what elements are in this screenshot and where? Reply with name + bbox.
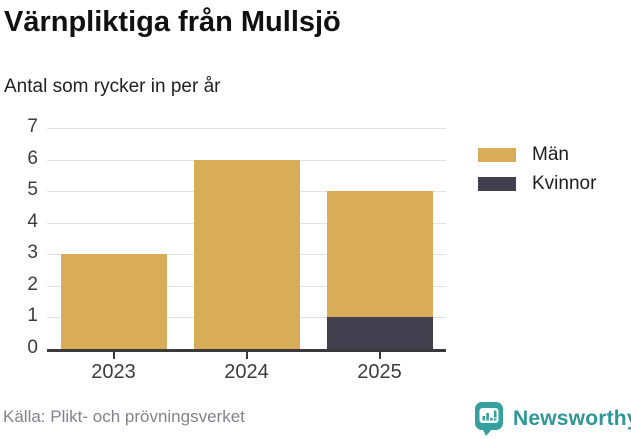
legend: Män Kvinnor — [478, 144, 596, 202]
x-tick-label-2024: 2024 — [224, 361, 269, 383]
bar-2025-Män — [326, 191, 433, 318]
y-tick-label-4: 4 — [27, 210, 38, 232]
y-tick-label-0: 0 — [27, 337, 38, 358]
x-tick-2024 — [245, 352, 248, 359]
x-tick-label-2025: 2025 — [357, 361, 402, 383]
x-axis: 2023 2024 2025 — [47, 352, 446, 386]
legend-label-women: Kvinnor — [532, 173, 597, 194]
y-tick-label-1: 1 — [27, 305, 38, 327]
page-title: Värnpliktiga från Mullsjö — [4, 6, 341, 38]
y-tick-label-7: 7 — [27, 116, 38, 137]
y-axis-labels: 0 1 2 3 4 5 6 7 — [0, 117, 38, 358]
x-tick-2025 — [378, 352, 381, 359]
brand-name: Newsworthy — [513, 407, 631, 430]
y-tick-label-2: 2 — [27, 273, 38, 295]
y-tick-label-6: 6 — [27, 147, 38, 169]
x-tick-label-2023: 2023 — [91, 361, 136, 383]
legend-item-men: Män — [478, 144, 596, 166]
legend-swatch-men — [478, 148, 516, 162]
bar-chart-speech-bubble-icon — [475, 402, 503, 436]
x-tick-2023 — [112, 352, 115, 359]
legend-label-men: Män — [532, 144, 569, 165]
bar-2024-Män — [193, 159, 300, 349]
legend-item-women: Kvinnor — [478, 173, 596, 195]
source-attribution: Källa: Plikt- och prövningsverket — [3, 407, 245, 426]
y-tick-label-3: 3 — [27, 242, 38, 264]
bar-2025-Kvinnor — [326, 317, 433, 349]
bar-2023-Män — [60, 254, 167, 349]
legend-swatch-women — [478, 177, 516, 191]
plot-area — [47, 128, 446, 352]
gridline-y7 — [47, 128, 446, 129]
y-tick-label-5: 5 — [27, 179, 38, 201]
newsworthy-logo[interactable]: Newsworthy — [474, 401, 631, 437]
chart-subtitle: Antal som rycker in per år — [4, 76, 221, 97]
